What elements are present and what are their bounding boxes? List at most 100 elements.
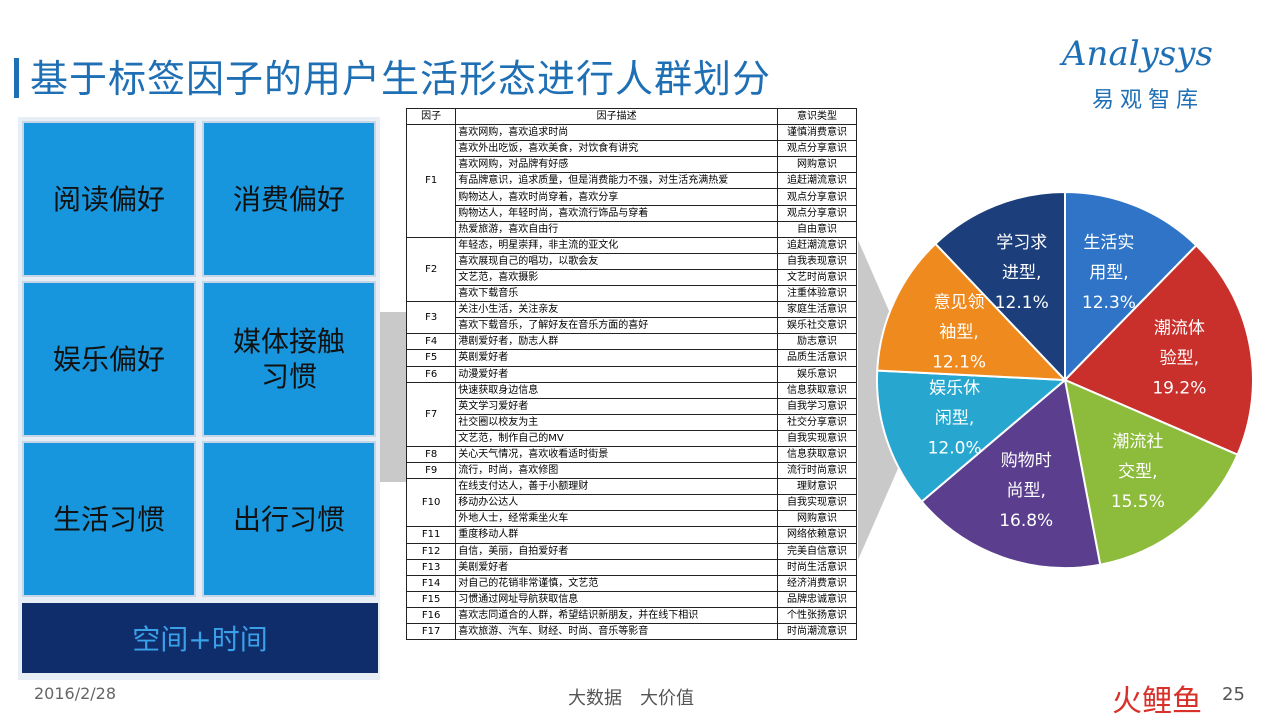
table-row: 喜欢外出吃饭，喜欢美食，对饮食有讲究 观点分享意识	[407, 140, 858, 158]
page-number: 25	[1222, 684, 1245, 705]
consciousness-type-cell: 时尚生活意识	[776, 558, 858, 576]
table-body: F1 喜欢网购，喜欢追求时尚 谨慎消费意识 喜欢外出吃饭，喜欢美食，对饮食有讲究 观点分…	[405, 124, 858, 641]
factor-description-cell: 关注小生活，关注亲友	[455, 301, 778, 319]
factor-id-cell: F14	[405, 574, 457, 592]
factor-description-cell: 英剧爱好者	[455, 349, 778, 367]
factor-description-cell: 喜欢旅游、汽车、财经、时尚、音乐等影音	[455, 622, 778, 641]
table-row: F7 快速获取身边信息 信息获取意识	[405, 381, 858, 447]
factor-description-cell: 文艺范，喜欢摄影	[455, 268, 778, 287]
pie-slice-label: 12.1%	[932, 352, 986, 372]
factor-description-cell: 自信，美丽，自拍爱好者	[455, 542, 778, 560]
factor-id-cell: F3	[405, 301, 457, 335]
consciousness-type-cell: 品质生活意识	[776, 349, 858, 367]
factor-id-cell: F12	[405, 542, 457, 560]
table-row: 购物达人，喜欢时尚穿着，喜欢分享 观点分享意识	[407, 188, 858, 206]
pie-slice	[876, 369, 1068, 504]
footer-brand-mark: 火鲤鱼	[1112, 684, 1202, 719]
factor-description-cell: 购物达人，年轻时尚，喜欢流行饰品与穿着	[455, 204, 778, 222]
consciousness-type-cell: 社交分享意识	[776, 413, 858, 431]
factor-description-cell: 社交圈以校友为主	[455, 413, 778, 431]
table-header-row: 因子 因子描述 意识类型	[405, 107, 858, 126]
header-description: 因子描述	[455, 107, 778, 126]
consciousness-type-cell: 追赶潮流意识	[776, 172, 858, 190]
consciousness-type-cell: 个性张扬意识	[776, 606, 858, 625]
tile-entertainment: 娱乐偏好	[22, 281, 196, 437]
consciousness-type-cell: 网络依赖意识	[776, 526, 858, 544]
factor-description-cell: 喜欢外出吃饭，喜欢美食，对饮食有讲究	[455, 140, 778, 158]
pie-slice	[934, 190, 1066, 383]
consciousness-type-cell: 信息获取意识	[776, 381, 858, 399]
factor-description-cell: 快速获取身边信息	[455, 381, 778, 399]
connector-arrow-left	[380, 312, 408, 482]
pie-slice-label: 19.2%	[1152, 378, 1206, 398]
consciousness-type-cell: 网购意识	[776, 510, 858, 528]
consciousness-type-cell: 娱乐意识	[776, 365, 858, 383]
table-row: F16 喜欢志同道合的人群，希望结识新朋友，并在线下相识 个性张扬意识	[405, 606, 858, 625]
factor-id-cell: F11	[405, 526, 457, 544]
table-row: F8 关心天气情况，喜欢收看适时街景 信息获取意识	[405, 445, 858, 464]
factor-id-cell: F8	[405, 445, 457, 464]
factor-id-cell: F15	[405, 590, 457, 608]
consciousness-type-cell: 网购意识	[776, 156, 858, 174]
pie-slice-label: 12.1%	[995, 293, 1049, 313]
consciousness-type-cell: 家庭生活意识	[776, 301, 858, 319]
factor-description-cell: 喜欢志同道合的人群，希望结识新朋友，并在线下相识	[455, 606, 778, 625]
factor-description-cell: 在线支付达人，善于小额理财	[455, 478, 778, 496]
factor-id-cell: F9	[405, 462, 457, 480]
factor-description-cell: 英文学习爱好者	[455, 397, 778, 415]
factor-description-cell: 喜欢下载音乐，了解好友在音乐方面的喜好	[455, 317, 778, 335]
pie-slice-label: 袖型,	[939, 322, 978, 342]
table-row: F17 喜欢旅游、汽车、财经、时尚、音乐等影音 时尚潮流意识	[405, 622, 858, 641]
table-row: 外地人士，经常乘坐火车 网购意识	[407, 510, 858, 528]
consciousness-type-cell: 追赶潮流意识	[776, 236, 858, 254]
pie-slice-label: 16.8%	[999, 511, 1053, 531]
table-row: F5 英剧爱好者 品质生活意识	[405, 349, 858, 367]
factor-description-cell: 对自己的花销非常谨慎，文艺范	[455, 574, 778, 592]
table-row: 喜欢展现自己的唱功，以歌会友 自我表现意识	[407, 252, 858, 270]
table-row: F12 自信，美丽，自拍爱好者 完美自信意识	[405, 542, 858, 560]
tile-media: 媒体接触习惯	[202, 281, 376, 437]
factor-id-cell: F7	[405, 381, 457, 447]
footer-slogan: 大数据 大价值	[568, 688, 694, 709]
factor-description-cell: 流行，时尚，喜欢修图	[455, 462, 778, 480]
consciousness-type-cell: 谨慎消费意识	[776, 124, 858, 142]
pie-slice-label: 交型,	[1118, 462, 1157, 482]
consciousness-type-cell: 娱乐社交意识	[776, 317, 858, 335]
table-row: 文艺范，制作自己的MV 自我实现意识	[407, 429, 858, 447]
factor-description-cell: 关心天气情况，喜欢收看适时街景	[455, 445, 778, 464]
title-accent-bar	[14, 58, 19, 98]
factor-id-cell: F10	[405, 478, 457, 528]
tile-space-time: 空间+时间	[22, 603, 378, 673]
tile-reading: 阅读偏好	[22, 121, 196, 277]
factor-description-cell: 美剧爱好者	[455, 558, 778, 576]
consciousness-type-cell: 信息获取意识	[776, 445, 858, 464]
table-row: 有品牌意识，追求质量，但是消费能力不强，对生活充满热爱 追赶潮流意识	[407, 172, 858, 190]
factor-description-cell: 有品牌意识，追求质量，但是消费能力不强，对生活充满热爱	[455, 172, 778, 190]
header-type: 意识类型	[776, 107, 858, 126]
factor-description-cell: 习惯通过网址导航获取信息	[455, 590, 778, 608]
consciousness-type-cell: 理财意识	[776, 478, 858, 496]
factor-description-cell: 年轻态，明星崇拜，非主流的亚文化	[455, 236, 778, 254]
consciousness-type-cell: 时尚潮流意识	[776, 622, 858, 641]
tile-consumption: 消费偏好	[202, 121, 376, 277]
factor-id-cell: F6	[405, 365, 457, 383]
table-row: F1 喜欢网购，喜欢追求时尚 谨慎消费意识	[405, 124, 858, 238]
pie-slice	[876, 242, 1068, 382]
table-row: 移动办公达人 自我实现意识	[407, 494, 858, 512]
factor-id-cell: F13	[405, 558, 457, 576]
table-row: F13 美剧爱好者 时尚生活意识	[405, 558, 858, 576]
pie-slice-label: 意见领	[934, 292, 985, 312]
page-title: 基于标签因子的用户生活形态进行人群划分	[30, 57, 772, 101]
pie-slice-label: 潮流社	[1112, 432, 1163, 452]
pie-slice	[920, 378, 1102, 569]
factor-description-cell: 外地人士，经常乘坐火车	[455, 510, 778, 528]
logo-chinese: 易观智库	[1092, 88, 1205, 113]
analysys-logo: Analysys 易观智库	[1062, 34, 1252, 114]
table-row: F4 港剧爱好者，励志人群 励志意识	[405, 333, 858, 351]
table-row: 社交圈以校友为主 社交分享意识	[407, 413, 858, 431]
header-factor: 因子	[405, 107, 457, 126]
table-row: 英文学习爱好者 自我学习意识	[407, 397, 858, 415]
pie-slice-label: 购物时	[1001, 451, 1052, 471]
pie-slice-label: 12.0%	[928, 438, 982, 458]
